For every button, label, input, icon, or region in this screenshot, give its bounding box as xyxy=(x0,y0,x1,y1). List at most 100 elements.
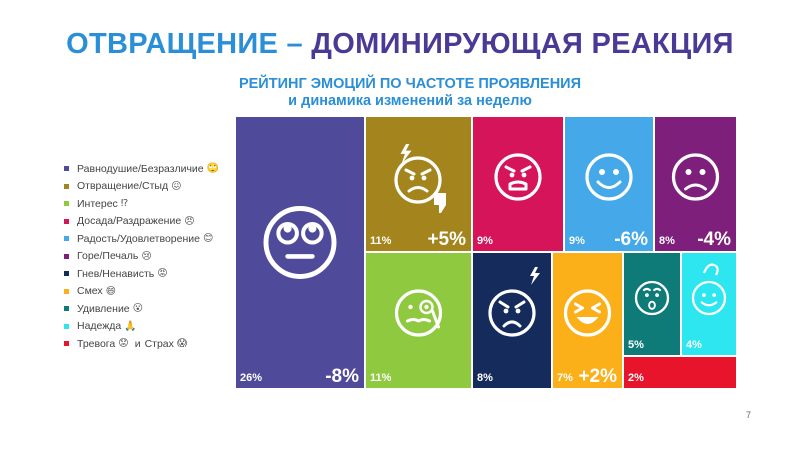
cell-change-label: -4% xyxy=(697,229,731,250)
scream-emoji-icon: 😱 xyxy=(176,338,188,350)
treemap-cell: 8% -4% xyxy=(655,117,736,251)
legend-label: Равнодушие/Безразличие xyxy=(77,162,204,175)
cell-value-label: 9% xyxy=(569,235,585,247)
legend-connector: и xyxy=(134,337,141,350)
annoyed-face-icon xyxy=(494,153,542,201)
title-part-1: ОТВРАЩЕНИЕ – xyxy=(66,28,303,60)
legend-swatch xyxy=(64,201,69,207)
treemap-cell: 11% xyxy=(366,253,471,388)
legend-item: Радость/Удовлетворение 😊 xyxy=(64,230,219,248)
treemap-cell-rect xyxy=(565,117,653,251)
legend-label: Тревога xyxy=(77,337,116,350)
legend-item: Отвращение/Стыд 😖 xyxy=(64,178,219,196)
treemap-cell: 11% +5% xyxy=(366,117,471,251)
treemap-cell-rect xyxy=(624,357,736,388)
legend-label: Досада/Раздражение xyxy=(77,215,182,228)
thumbs-down-icon xyxy=(434,193,446,213)
treemap-cell-rect xyxy=(236,117,364,388)
disgust-emoji-icon: 😖 xyxy=(171,180,182,192)
smile-face-icon xyxy=(585,153,633,201)
smile-emoji-icon: 😊 xyxy=(202,233,214,245)
interrobang-icon: ⁉ xyxy=(120,198,129,210)
laugh-face-icon xyxy=(563,289,612,337)
legend-item: Горе/Печаль 😢 xyxy=(64,248,219,266)
treemap-cell: 7% +2% xyxy=(553,253,622,388)
legend-item: Тревога 😟 и Страх 😱 xyxy=(64,335,219,353)
legend-label: Гнев/Ненависть xyxy=(77,267,155,280)
sad-face-icon xyxy=(671,153,720,201)
treemap-cell-rect xyxy=(682,253,736,355)
subtitle-line-2: и динамика изменений за неделю xyxy=(288,93,532,109)
title-part-2: ДОМИНИРУЮЩАЯ РЕАКЦИЯ xyxy=(311,28,734,60)
cell-value-label: 2% xyxy=(628,372,644,384)
treemap-cell: 9% -6% xyxy=(565,117,653,251)
lightning-icon xyxy=(400,143,412,164)
page-number: 7 xyxy=(746,410,752,420)
legend-label-2: Страх xyxy=(144,337,174,350)
subtitle-line-1: РЕЙТИНГ ЭМОЦИЙ ПО ЧАСТОТЕ ПРОЯВЛЕНИЯ xyxy=(238,76,582,92)
treemap-cell: 4% xyxy=(682,253,736,355)
treemap-cell: 8% xyxy=(473,253,551,388)
angry-face-icon xyxy=(488,289,536,337)
page-title: ОТВРАЩЕНИЕ – ДОМИНИРУЮЩАЯ РЕАКЦИЯ xyxy=(0,28,800,61)
legend-swatch xyxy=(64,323,69,329)
legend-item: Интерес ⁉ xyxy=(64,195,219,213)
cell-value-label: 11% xyxy=(370,372,392,384)
laugh-emoji-icon: 😄 xyxy=(105,285,117,297)
legend-item: Равнодушие/Безразличие 🙄 xyxy=(64,160,219,178)
lightning-icon xyxy=(530,267,540,285)
worried-emoji-icon: 😟 xyxy=(118,338,129,350)
legend-item: Досада/Раздражение 😠 xyxy=(64,213,219,231)
cell-change-label: -8% xyxy=(325,366,359,387)
hopeful-face-icon xyxy=(691,280,727,316)
eyeroll-emoji-icon: 🙄 xyxy=(206,163,220,175)
legend-item: Удивление 😮 xyxy=(64,300,219,318)
cell-value-label: 4% xyxy=(686,339,702,351)
treemap-cell-rect xyxy=(473,117,563,251)
legend-swatch xyxy=(64,288,69,294)
angry-emoji-icon: 😠 xyxy=(184,215,195,227)
legend-label: Интерес xyxy=(77,197,118,210)
sad-emoji-icon: 😢 xyxy=(141,250,152,262)
eyeroll-face-icon xyxy=(263,206,337,279)
treemap-cell: 2% xyxy=(624,357,736,388)
surprised-emoji-icon: 😮 xyxy=(132,303,144,315)
rage-emoji-icon: 😡 xyxy=(157,268,168,280)
legend-swatch xyxy=(64,306,69,312)
legend-label: Отвращение/Стыд xyxy=(77,180,169,193)
surprised-face-icon xyxy=(634,280,670,316)
cell-value-label: 5% xyxy=(628,339,644,351)
treemap-cell: 5% xyxy=(624,253,680,355)
treemap-cell: 26% -8% xyxy=(236,117,364,388)
monocle-face-icon xyxy=(394,289,443,337)
pray-emoji-icon: 🙏 xyxy=(124,320,137,332)
legend-swatch xyxy=(64,341,69,347)
legend-item: Смех 😄 xyxy=(64,283,219,301)
cell-value-label: 8% xyxy=(659,235,675,247)
legend-label: Горе/Печаль xyxy=(77,250,139,263)
legend-swatch xyxy=(64,166,69,172)
legend-label: Надежда xyxy=(77,320,122,333)
cell-value-label: 7% xyxy=(557,372,573,384)
legend-swatch xyxy=(64,218,69,224)
cell-value-label: 8% xyxy=(477,372,493,384)
legend-item: Гнев/Ненависть 😡 xyxy=(64,265,219,283)
cell-change-label: -6% xyxy=(614,229,648,250)
treemap-cell-rect xyxy=(624,253,680,355)
cell-change-label: +5% xyxy=(427,229,466,250)
legend-label: Удивление xyxy=(77,302,130,315)
cell-value-label: 9% xyxy=(477,235,493,247)
cell-value-label: 11% xyxy=(370,235,392,247)
legend-swatch xyxy=(64,271,69,277)
legend-swatch xyxy=(64,236,69,242)
cell-value-label: 26% xyxy=(240,372,262,384)
cell-change-label: +2% xyxy=(578,366,617,387)
treemap-cell: 9% xyxy=(473,117,563,251)
chart-subtitle: РЕЙТИНГ ЭМОЦИЙ ПО ЧАСТОТЕ ПРОЯВЛЕНИЯ и д… xyxy=(228,76,592,110)
legend-swatch xyxy=(64,253,69,259)
disgust-face-icon xyxy=(394,156,442,204)
legend-label: Радость/Удовлетворение xyxy=(77,232,200,245)
clapping-hands-icon xyxy=(702,263,719,276)
legend-item: Надежда 🙏 xyxy=(64,318,219,336)
